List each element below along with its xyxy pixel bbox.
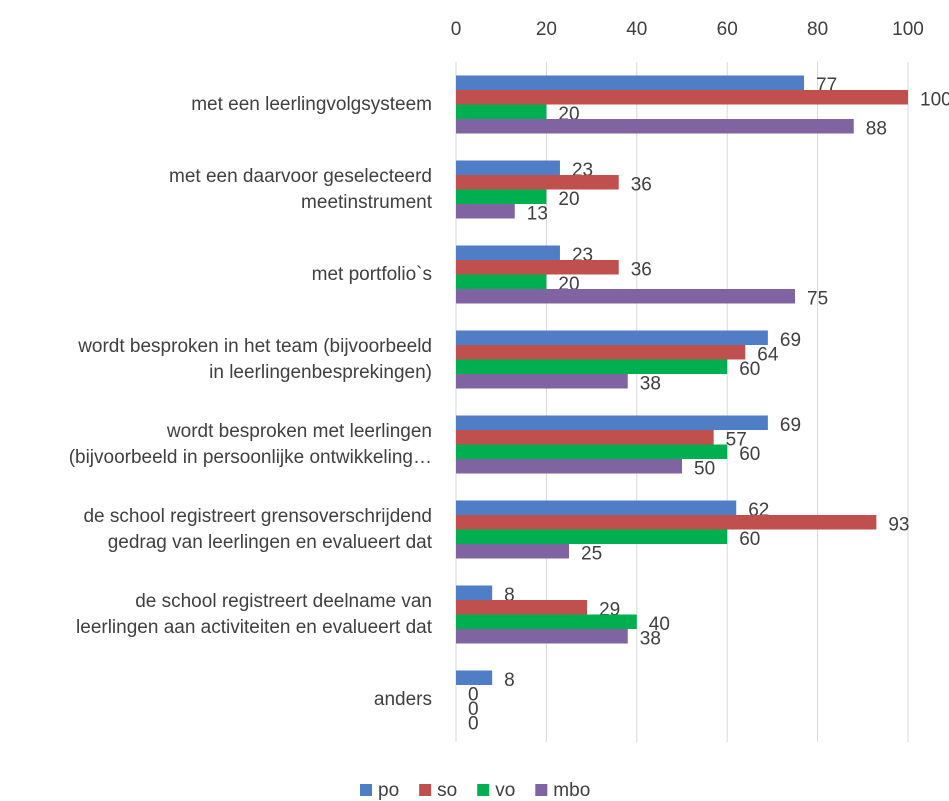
bar bbox=[456, 500, 737, 515]
data-label: 38 bbox=[640, 373, 661, 394]
bar bbox=[456, 274, 547, 289]
bar bbox=[456, 670, 493, 685]
data-label: 13 bbox=[527, 203, 548, 224]
category-label: wordt besproken in het team (bijvoorbeel… bbox=[78, 335, 432, 383]
data-label: 69 bbox=[780, 330, 801, 351]
bar bbox=[456, 415, 768, 430]
category-label: de school registreert deelname van leerl… bbox=[76, 590, 432, 638]
data-label: 60 bbox=[739, 529, 760, 550]
bar bbox=[456, 600, 588, 615]
bar bbox=[456, 585, 493, 600]
bar bbox=[456, 430, 714, 445]
category-label: wordt besproken met leerlingen (bijvoorb… bbox=[68, 420, 432, 468]
x-tick-label: 100 bbox=[892, 19, 924, 40]
category-label: anders bbox=[373, 688, 432, 710]
bar bbox=[456, 160, 560, 175]
data-label: 0 bbox=[468, 699, 479, 720]
bar bbox=[456, 260, 619, 275]
data-label: 8 bbox=[504, 670, 515, 691]
bar bbox=[456, 289, 795, 304]
bar bbox=[456, 245, 560, 260]
legend-label: po bbox=[378, 780, 399, 801]
data-label: 0 bbox=[468, 713, 479, 734]
x-tick-label: 20 bbox=[536, 19, 557, 40]
bar bbox=[456, 345, 746, 360]
x-tick-label: 40 bbox=[626, 19, 647, 40]
legend-label: so bbox=[437, 780, 457, 801]
bar bbox=[456, 515, 877, 530]
data-label: 38 bbox=[640, 628, 661, 649]
data-label: 60 bbox=[739, 444, 760, 465]
data-label: 57 bbox=[726, 429, 747, 450]
bar bbox=[456, 459, 682, 474]
legend-label: mbo bbox=[553, 780, 590, 801]
category-label: met een leerlingvolgsysteem bbox=[191, 93, 432, 115]
bar bbox=[456, 544, 569, 559]
data-label: 75 bbox=[807, 288, 828, 309]
data-label: 60 bbox=[739, 359, 760, 380]
data-label: 40 bbox=[649, 614, 670, 635]
bar bbox=[456, 330, 768, 345]
bar bbox=[456, 374, 628, 389]
category-label: met portfolio`s bbox=[311, 263, 432, 285]
data-label: 36 bbox=[631, 259, 652, 280]
data-label: 50 bbox=[694, 458, 715, 479]
legend-swatch bbox=[477, 784, 490, 796]
data-label: 93 bbox=[888, 514, 909, 535]
data-label: 0 bbox=[468, 684, 479, 705]
x-tick-label: 60 bbox=[717, 19, 738, 40]
bar bbox=[456, 444, 728, 459]
bar bbox=[456, 104, 547, 119]
bar bbox=[456, 529, 728, 544]
legend-swatch bbox=[419, 784, 432, 796]
bar bbox=[456, 614, 637, 629]
data-label: 88 bbox=[866, 118, 887, 139]
data-label: 64 bbox=[757, 344, 779, 365]
bar bbox=[456, 119, 854, 134]
x-tick-label: 0 bbox=[451, 19, 462, 40]
legend-swatch bbox=[360, 784, 372, 796]
bar bbox=[456, 189, 547, 204]
bar bbox=[456, 359, 728, 374]
data-label: 69 bbox=[780, 415, 801, 436]
legend-swatch bbox=[535, 784, 548, 796]
x-tick-label: 80 bbox=[807, 19, 828, 40]
bar bbox=[456, 629, 628, 644]
bar bbox=[456, 75, 805, 90]
bar bbox=[456, 175, 619, 190]
data-label: 8 bbox=[504, 585, 515, 606]
legend-label: vo bbox=[495, 780, 515, 801]
data-label: 100 bbox=[920, 89, 949, 110]
data-label: 20 bbox=[558, 189, 579, 210]
data-label: 25 bbox=[581, 543, 602, 564]
bar bbox=[456, 204, 515, 219]
data-label: 36 bbox=[631, 174, 652, 195]
category-label: met een daarvoor geselecteerd meetinstru… bbox=[169, 165, 432, 213]
category-label: de school registreert grensoverschrijden… bbox=[83, 505, 432, 553]
bar bbox=[456, 90, 908, 105]
